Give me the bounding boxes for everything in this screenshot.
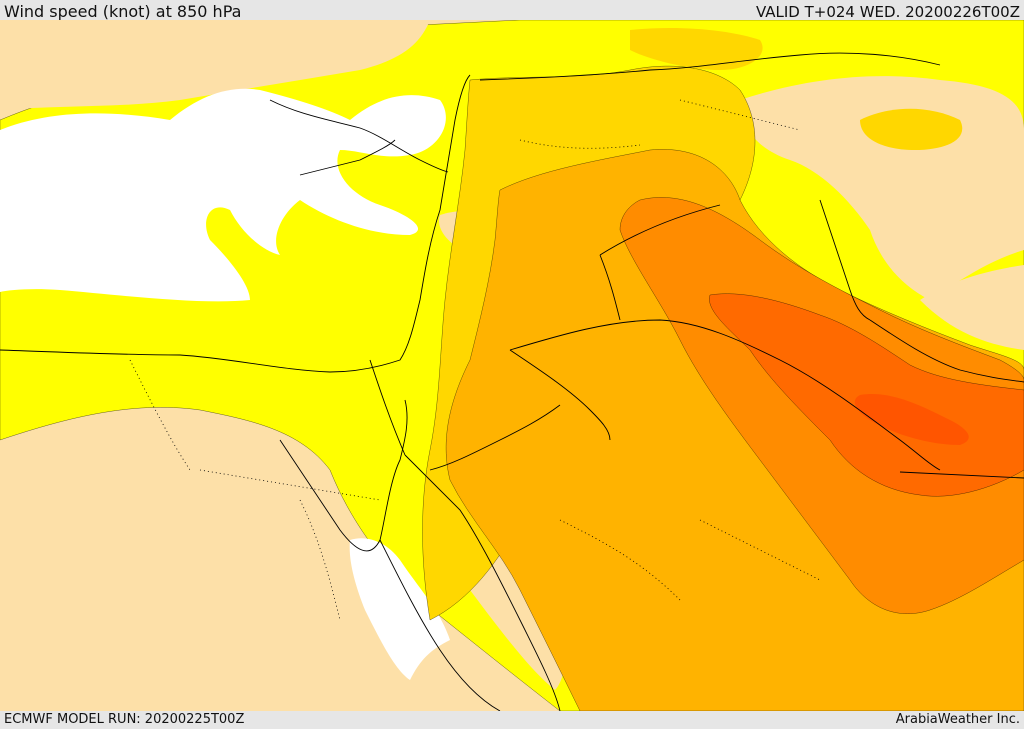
valid-time: VALID T+024 WED. 20200226T00Z xyxy=(755,3,1020,21)
wind-speed-map xyxy=(0,20,1024,711)
calm-area-mediterranean xyxy=(0,88,446,302)
model-run-label: ECMWF MODEL RUN: 20200225T00Z xyxy=(4,712,245,727)
low-wind-pocket-west xyxy=(0,414,360,711)
low-wind-pocket-north xyxy=(0,20,430,110)
coastlines-borders xyxy=(0,52,1024,711)
internal-boundaries xyxy=(129,99,821,621)
footer-bar: ECMWF MODEL RUN: 20200225T00Z ArabiaWeat… xyxy=(0,711,1024,729)
calm-area-red-sea xyxy=(349,538,450,680)
map-title: Wind speed (knot) at 850 hPa xyxy=(4,2,242,21)
header-bar: Wind speed (knot) at 850 hPa VALID T+024… xyxy=(0,0,1024,21)
credit-label: ArabiaWeather Inc. xyxy=(895,712,1020,727)
